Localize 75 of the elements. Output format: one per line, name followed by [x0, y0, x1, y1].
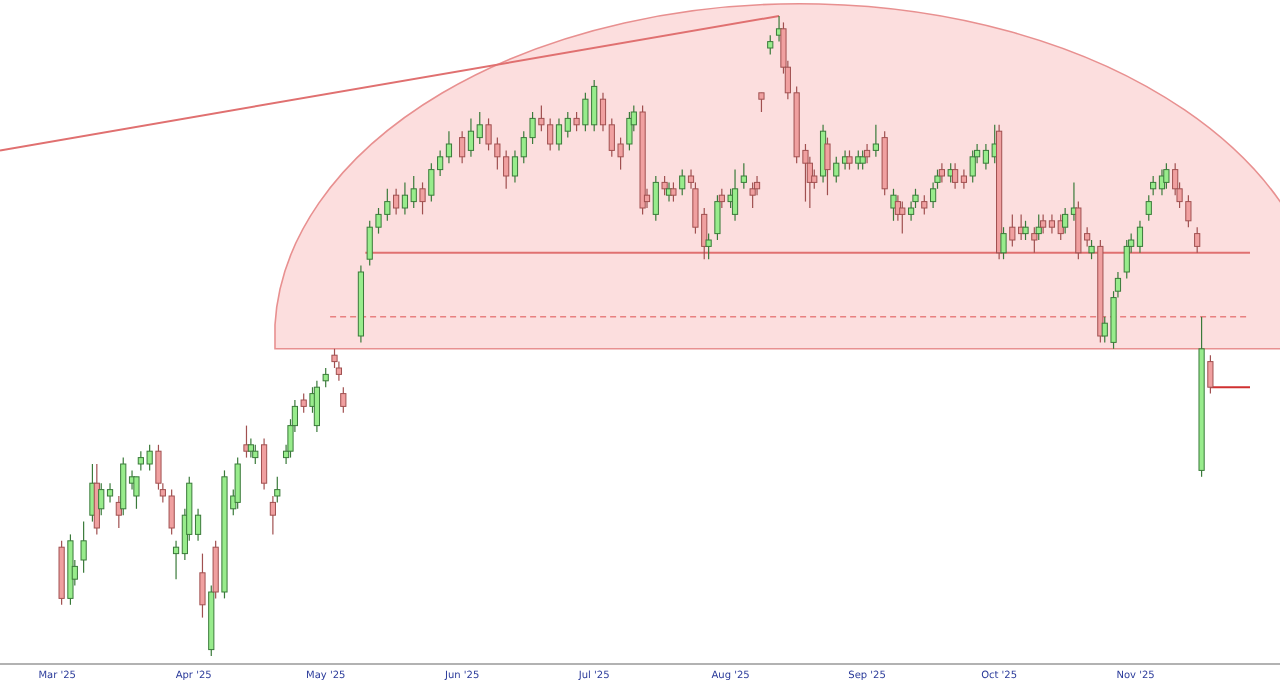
candlestick	[459, 130, 466, 164]
candlestick	[1009, 213, 1016, 247]
candlestick	[872, 124, 879, 158]
candlestick	[714, 194, 721, 241]
candlestick	[106, 482, 114, 503]
candlestick	[80, 521, 87, 574]
candlestick	[1145, 194, 1152, 222]
candlestick	[1000, 226, 1007, 260]
candlestick	[833, 156, 840, 183]
candlestick	[1088, 239, 1095, 260]
candlestick	[767, 34, 774, 55]
candlestick	[661, 175, 668, 196]
candlestick	[410, 175, 417, 209]
candlestick	[921, 194, 928, 215]
candlestick	[419, 181, 426, 215]
candlestick	[899, 201, 906, 235]
candlestick	[274, 476, 281, 503]
candlestick	[199, 553, 206, 619]
candlestick	[247, 437, 254, 459]
candlestick	[969, 149, 976, 183]
candlestick	[1075, 201, 1082, 260]
candlestick	[401, 181, 409, 215]
candlestick	[1048, 213, 1056, 235]
candlestick	[952, 162, 959, 190]
candlestick	[1062, 207, 1069, 235]
candlestick	[573, 111, 580, 132]
candlestick	[1194, 226, 1201, 254]
candlestick	[846, 149, 853, 171]
candlestick	[705, 233, 712, 260]
candlestick	[679, 169, 686, 196]
candlestick	[212, 540, 219, 599]
candlestick	[234, 457, 241, 510]
candlestick	[749, 181, 756, 209]
candlestick	[269, 495, 276, 535]
candlestick	[626, 111, 633, 151]
candlestick	[863, 143, 871, 164]
candlestick	[1136, 220, 1144, 254]
candlestick	[859, 149, 866, 171]
candlestick	[1040, 213, 1047, 235]
candlestick	[98, 482, 105, 516]
candlestick	[555, 117, 563, 151]
candlestick	[1163, 162, 1170, 190]
candlestick	[120, 457, 127, 516]
candlestick	[758, 92, 765, 113]
candlestick	[582, 92, 589, 132]
candlestick	[938, 162, 945, 183]
candlestick	[652, 175, 659, 222]
candlestick	[731, 169, 739, 222]
candlestick	[467, 117, 475, 158]
candlestick	[740, 162, 747, 190]
candlestick	[322, 367, 329, 388]
candlestick	[824, 137, 831, 196]
candlestick	[146, 444, 153, 471]
candlestick	[564, 111, 571, 139]
candlestick	[1022, 220, 1029, 241]
candlestick	[1123, 239, 1130, 279]
candlestick	[393, 188, 400, 215]
candlestick	[718, 188, 725, 209]
candlestick	[300, 393, 307, 414]
candlestick	[428, 162, 435, 203]
candlestick	[445, 130, 453, 164]
candlestick	[982, 143, 990, 171]
candlestick	[133, 476, 140, 510]
candlestick	[168, 489, 175, 535]
candlestick	[960, 169, 968, 190]
candlestick	[340, 386, 347, 414]
candlestick	[1150, 175, 1157, 196]
candlestick	[476, 111, 483, 145]
candlestick	[1057, 213, 1064, 241]
candlestick	[260, 437, 268, 491]
candlestick	[890, 188, 897, 222]
candlestick	[1207, 354, 1214, 395]
candlestick	[252, 444, 259, 465]
candlestick	[313, 380, 320, 433]
candlestick	[1031, 226, 1038, 254]
